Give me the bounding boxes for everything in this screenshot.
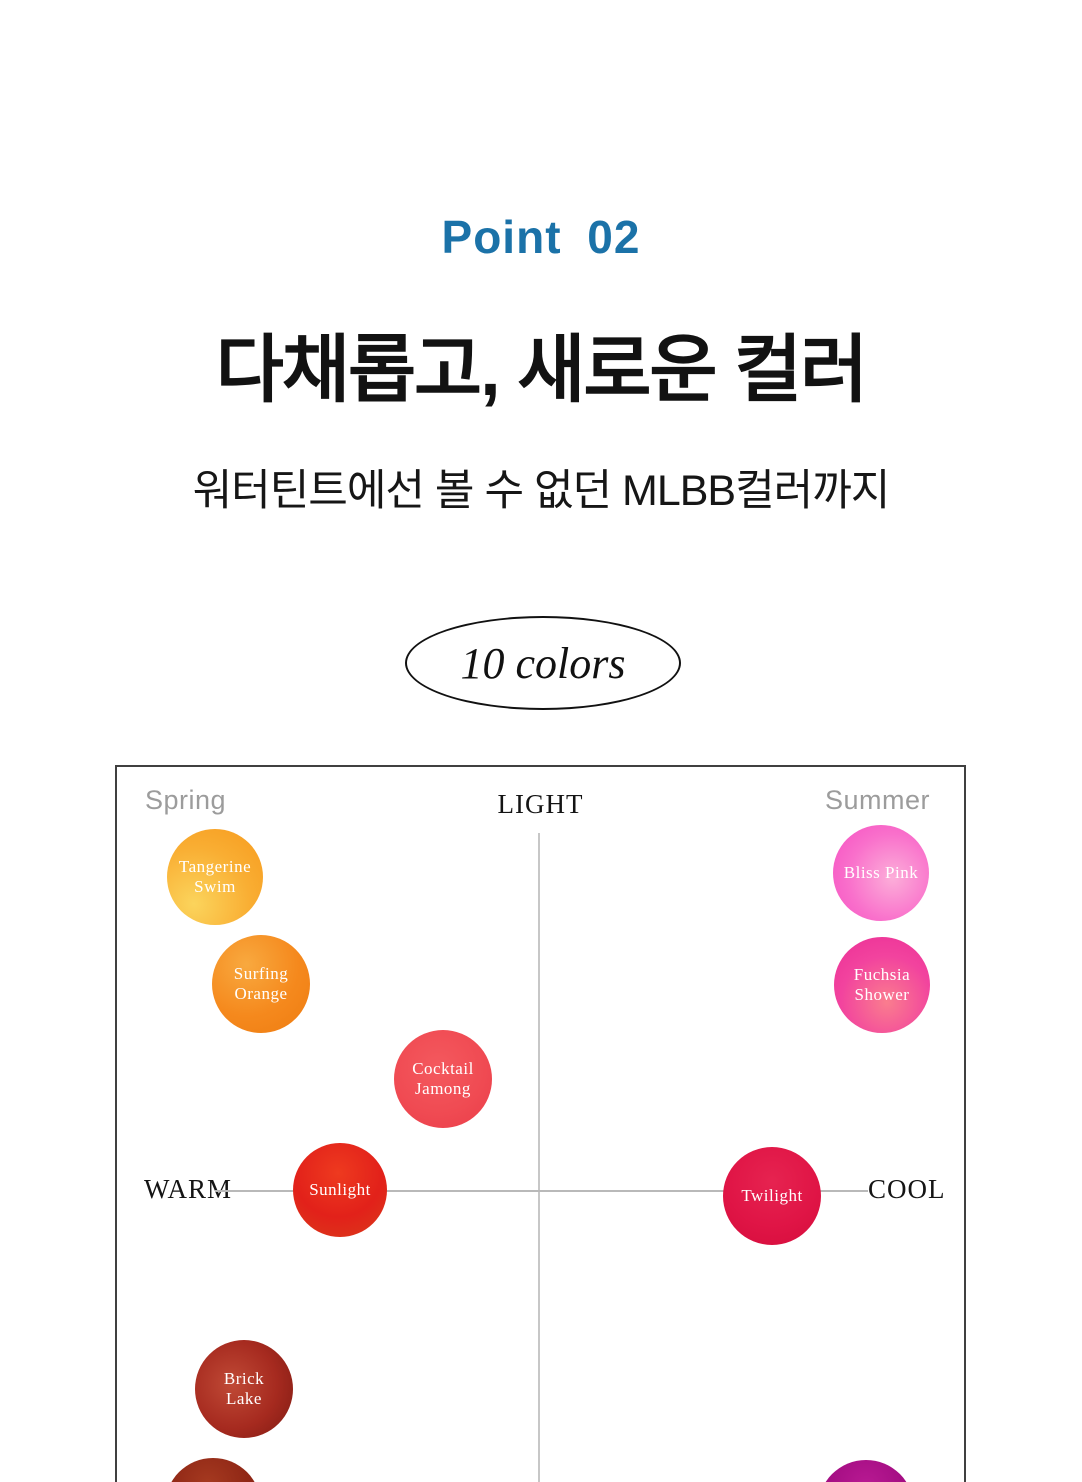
section-title: 다채롭고, 새로운 컬러 [215,328,868,411]
quadrant-label-spring: Spring [145,785,227,815]
color-map-chart: Spring Summer LIGHT WARM COOL [115,765,966,1482]
axis-label-warm: WARM [144,1174,233,1204]
vertical-axis-line [538,833,540,1482]
colors-count-badge: 10 colors [405,616,681,710]
colors-count-label: 10 colors [460,638,626,688]
axis-label-light: LIGHT [497,789,584,819]
section-subtitle: 워터틴트에선 볼 수 없던 MLBB컬러까지 [192,467,891,515]
axis-label-cool: COOL [868,1174,946,1204]
horizontal-axis-line [215,1190,868,1192]
point-number-label: Point 02 [441,211,641,263]
quadrant-label-summer: Summer [824,785,930,815]
